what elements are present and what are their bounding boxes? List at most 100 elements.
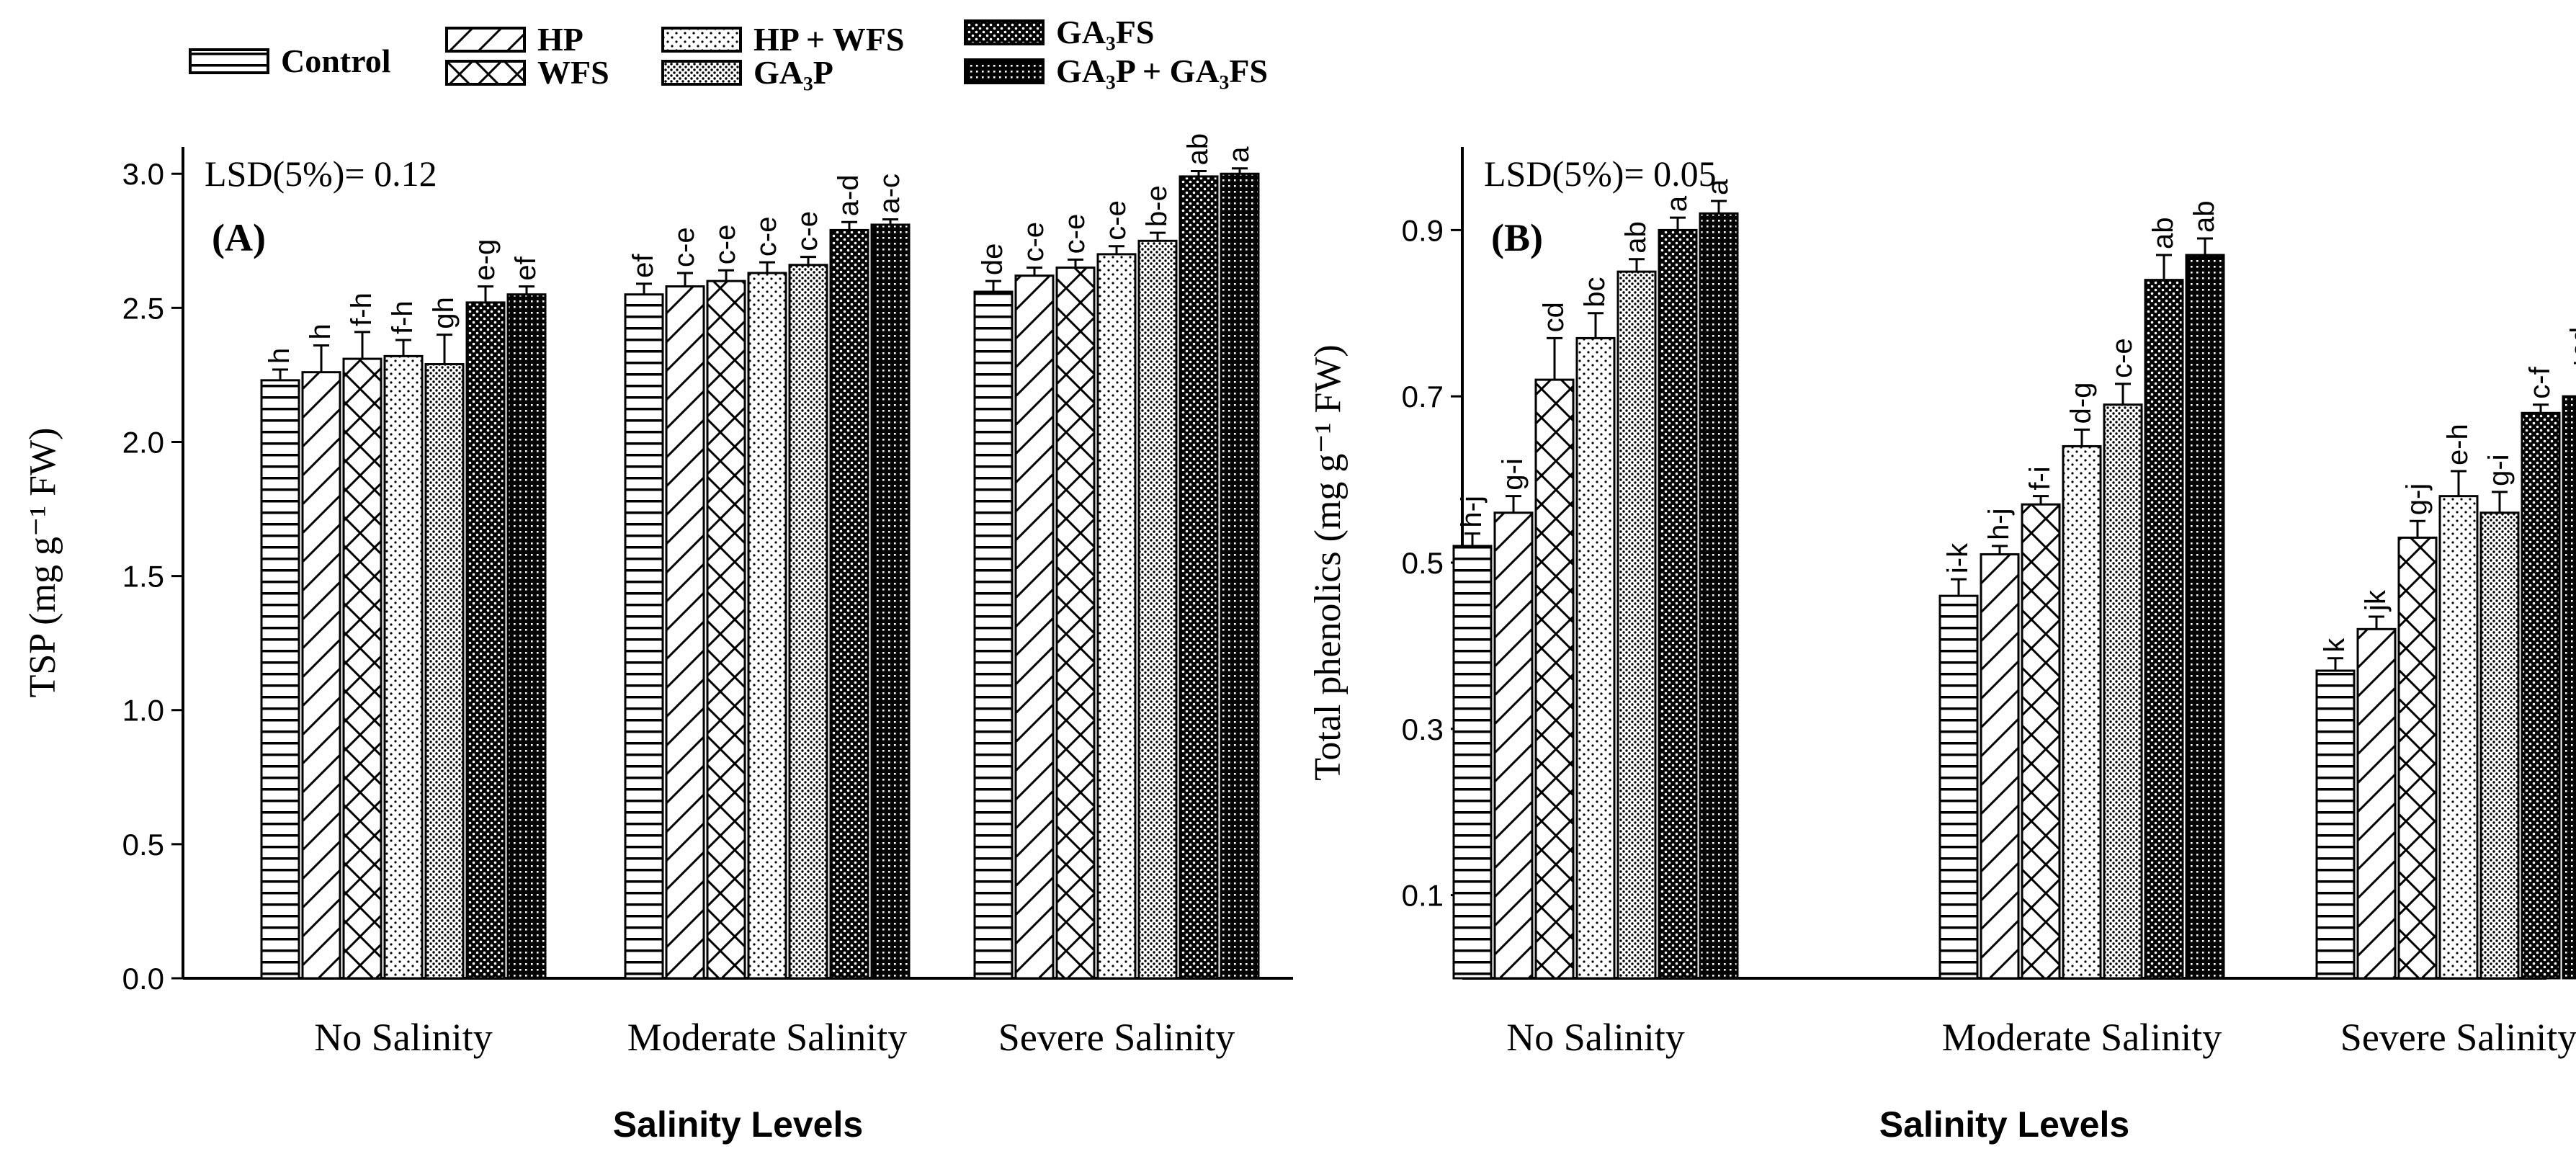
- significance-letter: ef: [627, 254, 659, 278]
- significance-letter: c-e: [751, 216, 782, 256]
- significance-letter: ab: [2147, 218, 2179, 250]
- x-axis-title: Salinity Levels: [1879, 1104, 2129, 1145]
- legend-swatch-ga3p-ga3fs: [964, 58, 1045, 84]
- significance-letter: cd: [2565, 327, 2576, 357]
- legend-swatch-hp: [445, 27, 526, 53]
- x-category-label: Moderate Salinity: [627, 1016, 907, 1059]
- legend-item-wfs: WFS: [445, 56, 609, 89]
- bar-ga-fs-moderate-salinity: [2144, 279, 2184, 980]
- x-category-label: No Salinity: [1506, 1016, 1685, 1059]
- bar-wfs-no-salinity: [1534, 378, 1575, 980]
- significance-letter: f-h: [387, 300, 419, 334]
- legend-item-control: Control: [189, 45, 391, 78]
- y-tick-label: 0.5: [122, 828, 164, 862]
- bar-hp-wfs-severe-salinity: [2438, 495, 2479, 980]
- significance-letter: ab: [1182, 133, 1214, 166]
- y-tick-label: 0.1: [1402, 879, 1444, 913]
- bar-hp-wfs-severe-salinity: [1096, 253, 1137, 980]
- y-tick-label: 0.5: [1402, 546, 1444, 580]
- significance-letter: c-e: [2106, 338, 2138, 378]
- x-category-label: No Salinity: [314, 1016, 493, 1059]
- bar-ga-p-severe-salinity: [2479, 511, 2520, 980]
- bar-control-moderate-salinity: [624, 293, 664, 980]
- bar-hp-no-salinity: [301, 371, 341, 980]
- significance-letter: g-j: [2401, 483, 2433, 515]
- x-axis-title: Salinity Levels: [613, 1104, 863, 1145]
- bar-ga-p-no-salinity: [1616, 270, 1657, 980]
- legend-item-ga3fs: GA₃FS: [964, 16, 1154, 49]
- y-tick-label: 0.0: [122, 962, 164, 996]
- y-tick-label: 2.0: [122, 425, 164, 459]
- significance-letter: c-e: [1100, 200, 1132, 241]
- legend-swatch-ga3p: [661, 60, 742, 86]
- legend-swatch-hp-wfs: [661, 27, 742, 53]
- significance-letter: c-f: [2524, 366, 2556, 398]
- legend-swatch-ga3fs: [964, 19, 1045, 45]
- significance-letter: gh: [428, 297, 460, 329]
- significance-letter: a-c: [874, 174, 905, 214]
- bar-hp-severe-salinity: [2356, 627, 2397, 980]
- y-axis-title: Total phenolics (mg g⁻¹ FW): [1307, 344, 1349, 781]
- significance-letter: cd: [1538, 302, 1570, 332]
- significance-letter: de: [977, 243, 1009, 276]
- legend-label-ga3p-ga3fs: GA₃P + GA₃FS: [1056, 53, 1269, 89]
- y-tick-label: 0.3: [1402, 712, 1444, 746]
- bar-wfs-severe-salinity: [2397, 536, 2438, 980]
- bar-ga-p-moderate-salinity: [788, 264, 828, 980]
- bar-ga-fs-severe-salinity: [1179, 175, 1219, 980]
- x-category-label: Moderate Salinity: [1942, 1016, 2222, 1059]
- panel-label: (B): [1491, 216, 1543, 259]
- bar-wfs-moderate-salinity: [706, 280, 746, 980]
- legend-label-ga3p: GA₃P: [753, 54, 833, 91]
- significance-letter: a: [1661, 195, 1693, 212]
- legend-label-hp-wfs: HP + WFS: [753, 21, 905, 58]
- significance-letter: e-h: [2442, 424, 2474, 465]
- y-tick-label: 0.9: [1402, 213, 1444, 247]
- bar-ga-p-ga-fs-no-salinity: [506, 293, 547, 980]
- bar-hp-wfs-moderate-salinity: [747, 272, 787, 980]
- x-category-label: Severe Salinity: [998, 1016, 1235, 1059]
- bar-hp-severe-salinity: [1014, 274, 1055, 980]
- significance-letter: h-j: [1983, 508, 2015, 540]
- significance-letter: a: [1702, 179, 1734, 195]
- significance-letter: c-e: [792, 211, 823, 251]
- bar-ga-p-ga-fs-moderate-salinity: [870, 223, 911, 980]
- significance-letter: b-e: [1141, 185, 1173, 227]
- significance-letter: i-k: [1942, 542, 1974, 573]
- legend-swatch-wfs: [445, 60, 526, 86]
- bar-wfs-no-salinity: [342, 357, 383, 980]
- significance-letter: f-i: [2024, 466, 2056, 490]
- legend-item-hp: HP: [445, 23, 583, 56]
- significance-letter: a-d: [833, 174, 864, 216]
- significance-letter: c-e: [1059, 214, 1091, 254]
- legend-item-ga3p: GA₃P: [661, 56, 833, 89]
- legend-label-ga3fs: GA₃FS: [1056, 14, 1155, 50]
- bar-ga-p-moderate-salinity: [2103, 403, 2143, 980]
- bar-control-no-salinity: [260, 379, 300, 980]
- significance-letter: c-e: [710, 225, 741, 265]
- bar-control-severe-salinity: [2315, 669, 2356, 980]
- significance-letter: c-e: [1018, 222, 1050, 262]
- bar-hp-no-salinity: [1493, 511, 1534, 980]
- bar-control-moderate-salinity: [1938, 594, 1979, 980]
- bar-ga-p-severe-salinity: [1137, 239, 1178, 980]
- y-tick-label: 3.0: [122, 157, 164, 191]
- bar-ga-p-no-salinity: [424, 363, 465, 980]
- bar-wfs-severe-salinity: [1055, 267, 1096, 980]
- y-tick-label: 1.5: [122, 560, 164, 594]
- bar-hp-moderate-salinity: [665, 285, 705, 980]
- bar-wfs-moderate-salinity: [2021, 503, 2061, 980]
- bar-hp-moderate-salinity: [1980, 553, 2020, 980]
- y-tick-label: 2.5: [122, 291, 164, 325]
- bar-hp-wfs-moderate-salinity: [2062, 444, 2102, 980]
- bar-hp-wfs-no-salinity: [1575, 336, 1616, 980]
- significance-letter: e-g: [469, 239, 501, 281]
- bar-control-severe-salinity: [973, 290, 1014, 980]
- bar-ga-p-ga-fs-severe-salinity: [2562, 395, 2576, 980]
- y-axis-title: TSP (mg g⁻¹ FW): [22, 428, 63, 698]
- significance-letter: f-h: [346, 292, 377, 326]
- significance-letter: d-g: [2065, 383, 2097, 424]
- bar-ga-fs-moderate-salinity: [829, 228, 869, 980]
- x-category-label: Severe Salinity: [2340, 1016, 2576, 1059]
